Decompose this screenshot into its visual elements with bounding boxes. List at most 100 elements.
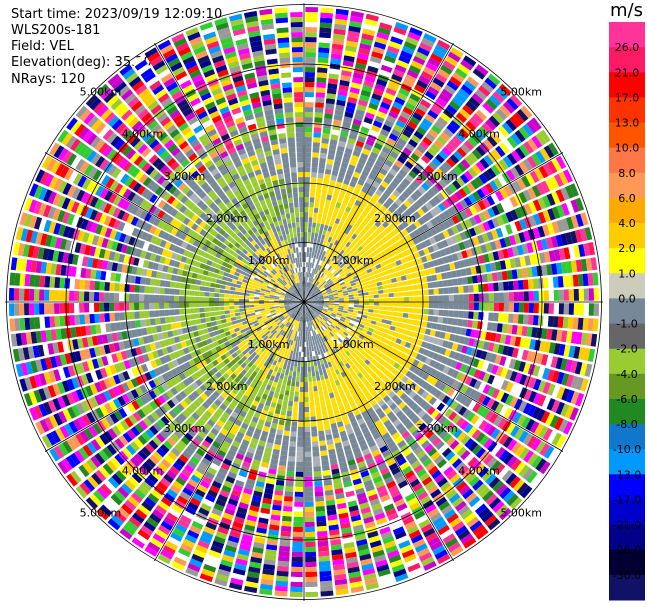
ppi-cell (174, 151, 184, 161)
ppi-cell (66, 392, 76, 405)
ppi-cell (222, 347, 229, 354)
ppi-cell (373, 259, 380, 266)
ppi-cell (260, 239, 266, 246)
ppi-cell (109, 282, 115, 292)
ppi-cell (244, 232, 251, 239)
ppi-cell (177, 75, 190, 85)
ppi-cell (182, 84, 194, 94)
ppi-cell (217, 146, 227, 155)
ppi-cell (258, 269, 264, 275)
ppi-cell (304, 176, 310, 183)
ppi-cell (412, 284, 419, 290)
ppi-cell (211, 230, 219, 237)
ppi-cell (264, 298, 270, 300)
ppi-cell (47, 206, 57, 219)
ppi-cell (191, 390, 200, 399)
ppi-cell (136, 267, 143, 276)
ppi-cell (150, 469, 162, 481)
ppi-cell (275, 272, 281, 278)
ppi-cell (62, 408, 72, 422)
ppi-cell (184, 396, 193, 406)
ppi-cell (211, 374, 219, 382)
ppi-cell (455, 233, 463, 243)
ppi-cell (404, 187, 414, 196)
ppi-cell (264, 304, 270, 306)
ppi-cell (358, 275, 365, 281)
ppi-cell (239, 288, 246, 293)
ppi-cell (234, 160, 243, 168)
ppi-cell (335, 13, 348, 21)
ppi-cell (458, 188, 467, 198)
ppi-cell (294, 303, 300, 306)
ppi-cell (190, 170, 200, 179)
ppi-cell (257, 75, 268, 82)
ppi-cell (336, 197, 343, 204)
ppi-cell (274, 297, 280, 300)
ppi-cell (447, 51, 461, 63)
ppi-cell (313, 263, 317, 269)
ppi-cell (499, 238, 507, 248)
ppi-cell (152, 533, 166, 544)
ppi-cell (292, 285, 296, 290)
ppi-cell (297, 277, 300, 283)
ppi-cell (205, 101, 216, 110)
ppi-cell (156, 146, 167, 157)
ppi-cell (486, 195, 496, 206)
ppi-cell (305, 81, 315, 88)
ppi-cell (99, 292, 105, 302)
ppi-cell (171, 503, 183, 514)
ppi-cell (438, 93, 450, 104)
ppi-cell (448, 100, 461, 111)
ppi-cell (229, 65, 241, 74)
ppi-cell (428, 128, 439, 139)
ppi-cell (325, 163, 333, 170)
ppi-cell (361, 282, 367, 287)
ppi-cell (277, 241, 283, 248)
ppi-cell (256, 217, 263, 224)
ppi-cell (249, 442, 257, 450)
ppi-cell (121, 109, 133, 121)
ppi-cell (271, 312, 277, 317)
ppi-cell (427, 147, 438, 157)
ppi-cell (262, 316, 268, 321)
ppi-cell (69, 138, 81, 152)
ppi-cell (264, 43, 277, 50)
ppi-cell (154, 279, 161, 287)
ppi-cell (230, 373, 237, 380)
ppi-cell (350, 82, 362, 90)
ppi-cell (255, 311, 261, 315)
ppi-cell (82, 147, 93, 160)
ppi-cell (368, 271, 374, 277)
ppi-cell (219, 383, 227, 391)
ppi-cell (242, 383, 250, 390)
ppi-cell (324, 263, 329, 269)
ppi-cell (263, 249, 269, 256)
ppi-cell (393, 226, 401, 234)
ppi-cell (306, 262, 308, 268)
ppi-cell (108, 192, 118, 204)
ppi-cell (365, 13, 379, 22)
ppi-cell (127, 496, 140, 508)
ppi-cell (436, 273, 443, 281)
ppi-cell (357, 286, 363, 291)
ppi-cell (285, 271, 289, 277)
ppi-cell (295, 295, 301, 299)
ppi-cell (159, 280, 166, 287)
ppi-cell (235, 268, 242, 274)
ppi-cell (246, 329, 252, 335)
ppi-cell (217, 339, 224, 345)
ppi-cell (183, 208, 191, 217)
ppi-cell (463, 55, 477, 67)
ppi-cell (98, 125, 110, 138)
ppi-cell (112, 386, 121, 397)
ppi-cell (218, 467, 228, 476)
ppi-cell (156, 175, 166, 185)
ppi-cell (281, 262, 286, 268)
ppi-cell (108, 343, 116, 353)
ppi-cell (76, 189, 86, 202)
ppi-cell (189, 69, 202, 79)
ppi-cell (45, 234, 53, 247)
ppi-cell (69, 241, 77, 253)
ppi-cell (91, 235, 100, 246)
ppi-cell (275, 113, 284, 120)
